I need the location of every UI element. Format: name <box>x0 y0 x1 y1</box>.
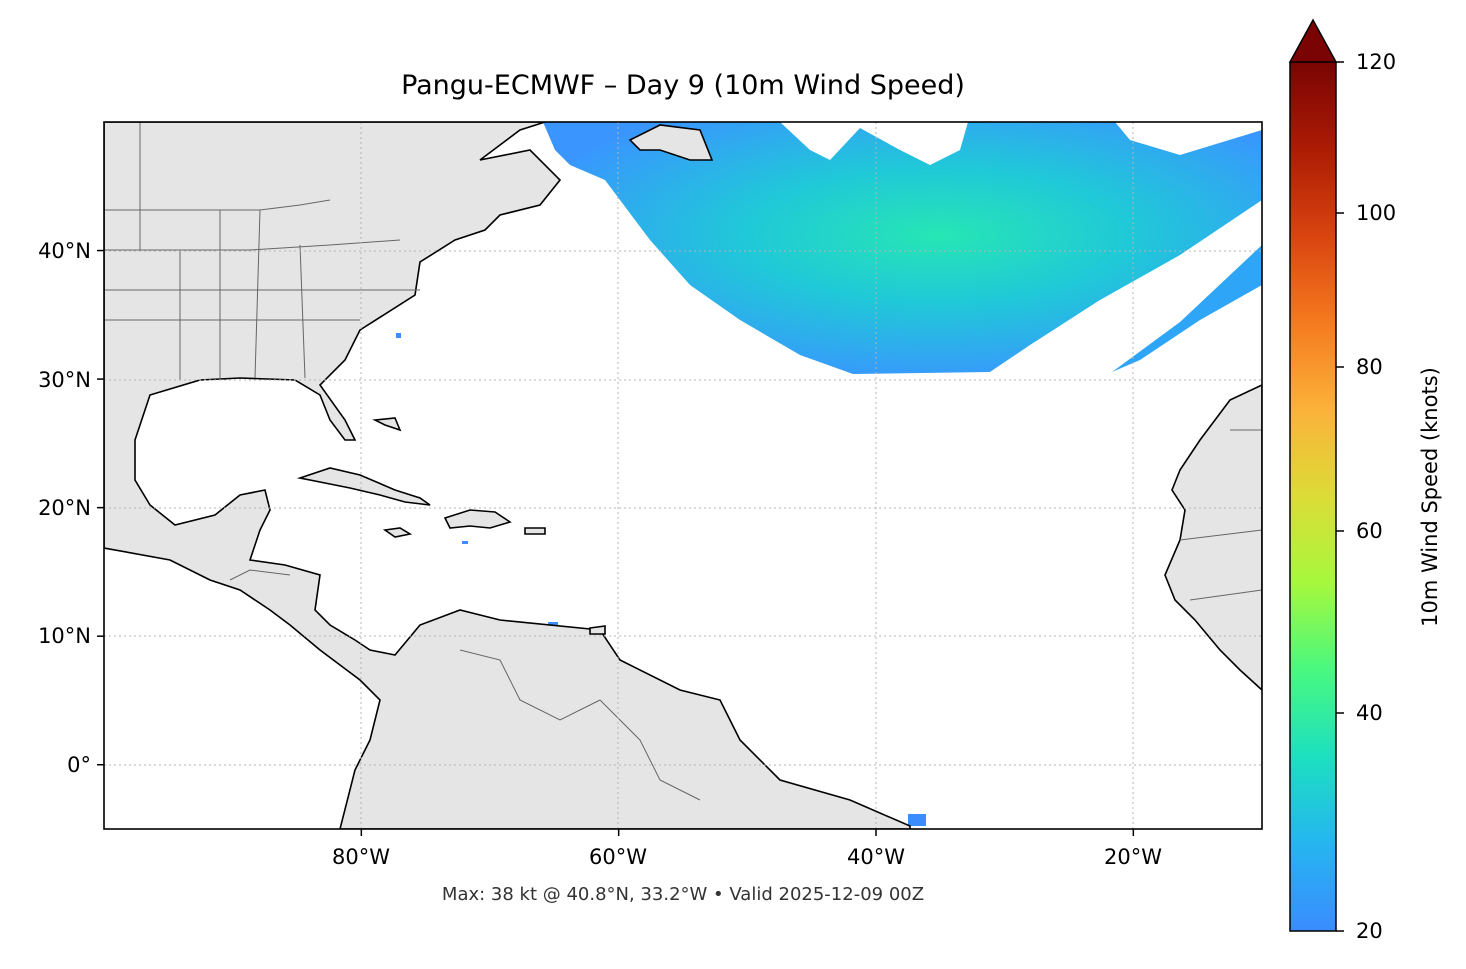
jamaica <box>382 527 413 538</box>
bahamas <box>372 417 402 432</box>
trinidad <box>589 625 606 635</box>
lon-tick-label: 20°W <box>1104 845 1162 869</box>
map-footer: Max: 38 kt @ 40.8°N, 33.2°W • Valid 2025… <box>441 884 925 905</box>
wind-speed-field <box>396 122 1262 826</box>
lon-tick-label: 60°W <box>589 845 647 869</box>
lat-tick-label: 0° <box>67 753 91 777</box>
colorbar-tick-label: 60 <box>1356 519 1383 543</box>
lon-tick-label: 40°W <box>847 845 905 869</box>
cuba <box>296 467 431 506</box>
puerto-rico <box>524 527 546 535</box>
colorbar-title: 10m Wind Speed (knots) <box>1418 367 1442 627</box>
hispaniola <box>443 509 512 529</box>
map-title: Pangu-ECMWF – Day 9 (10m Wind Speed) <box>401 70 965 101</box>
lon-tick-label: 80°W <box>332 845 390 869</box>
colorbar <box>1288 18 1344 932</box>
land-masses <box>104 122 1262 829</box>
africa-coast <box>1164 384 1262 692</box>
lat-tick-label: 30°N <box>38 368 91 392</box>
colorbar-tick-label: 40 <box>1356 701 1383 725</box>
colorbar-extend-arrow <box>1288 18 1338 63</box>
colorbar-tick-label: 20 <box>1356 919 1383 943</box>
gridlines <box>104 122 1262 829</box>
lat-tick-label: 40°N <box>38 239 91 263</box>
map-frame <box>103 121 1263 830</box>
lat-tick-label: 20°N <box>38 496 91 520</box>
colorbar-tick-label: 100 <box>1356 201 1397 225</box>
state-country-borders <box>104 122 1262 801</box>
colorbar-tick-label: 120 <box>1356 50 1397 74</box>
lat-tick-label: 10°N <box>38 624 91 648</box>
colorbar-tick-label: 80 <box>1356 355 1383 379</box>
newfoundland <box>628 124 714 161</box>
